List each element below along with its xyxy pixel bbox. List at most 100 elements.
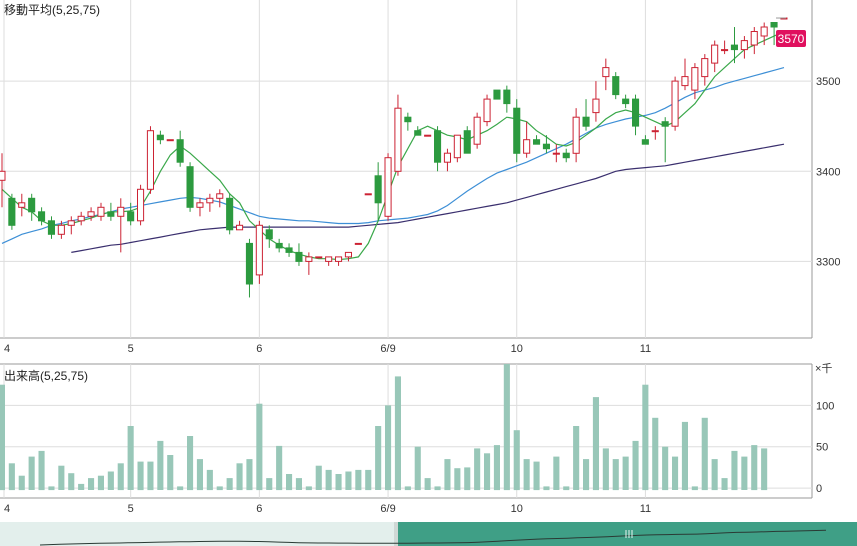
volume-series [0, 364, 768, 491]
volume-bar [553, 456, 560, 490]
volume-bar [681, 421, 688, 491]
candle-body [146, 130, 154, 190]
candle-body [156, 134, 164, 141]
candle-body [384, 157, 392, 217]
candle-body [315, 256, 323, 259]
volume-x-tick-label: 5 [128, 503, 134, 515]
volume-x-tick-label: 4 [4, 503, 10, 515]
x-axis: 4 4 5 5 6 6 6/9 6/9 10 10 11 11 [4, 343, 651, 515]
price-chart-title: 移動平均(5,25,75) [4, 3, 100, 17]
volume-bar [0, 384, 5, 491]
candle-body [196, 202, 204, 208]
volume-bar [761, 448, 768, 491]
candle-body [255, 224, 263, 276]
volume-bar [592, 397, 599, 491]
volume-bar [97, 475, 104, 491]
candle-body [226, 197, 234, 231]
candle-body [493, 89, 501, 100]
volume-bar [642, 384, 649, 491]
candle-body [47, 220, 56, 235]
candle-body [730, 44, 739, 51]
ma25-line [1, 67, 785, 244]
price-x-tick-label: 4 [4, 343, 10, 355]
candle-body [137, 188, 145, 222]
volume-bar [58, 465, 65, 490]
volume-bar [226, 478, 233, 490]
volume-bar [365, 469, 372, 491]
volume-x-tick-label: 6/9 [380, 503, 395, 515]
candle-body [176, 139, 184, 163]
price-x-tick-label: 10 [511, 343, 523, 355]
volume-bar [375, 426, 382, 490]
candle-body [404, 116, 412, 123]
navigator-left-handle [394, 522, 398, 546]
candle-body [107, 211, 115, 217]
candle-body [285, 247, 293, 253]
candle-body [414, 130, 422, 136]
candle-body [38, 211, 46, 222]
volume-bar [236, 463, 243, 491]
volume-bar [652, 417, 659, 491]
price-x-tick-label: 11 [640, 343, 651, 355]
volume-bar [256, 403, 263, 491]
volume-chart-title: 出来高(5,25,75) [4, 368, 88, 383]
candle-body [443, 152, 451, 163]
navigator[interactable] [0, 522, 857, 546]
volume-bar [177, 486, 184, 491]
candle-body [186, 166, 194, 208]
candle-body [632, 98, 640, 127]
candle-body [236, 224, 244, 231]
candle-body [721, 49, 729, 52]
volume-y-tick-label: 100 [816, 400, 834, 412]
candle-body [671, 80, 679, 127]
volume-bar [286, 474, 293, 491]
candle-body [77, 215, 85, 222]
volume-bar [404, 486, 411, 491]
volume-bar [246, 459, 253, 491]
navigator-series-line [39, 529, 827, 546]
candle-body [434, 130, 442, 163]
candle-body [57, 224, 65, 235]
volume-bar [38, 450, 45, 491]
candle-body [740, 40, 748, 51]
candle-body [523, 139, 531, 154]
candle-body [374, 175, 382, 204]
volume-bar [632, 440, 639, 490]
volume-bar [691, 486, 698, 491]
volume-bar [28, 456, 35, 490]
price-y-tick-label: 3300 [816, 256, 840, 268]
volume-bar [563, 486, 570, 491]
volume-x-tick-label: 11 [640, 503, 651, 515]
last-price-value: 3570 [778, 32, 805, 46]
last-price-badge: 3570 [776, 30, 806, 47]
volume-bar [424, 478, 431, 490]
candle-body [0, 170, 6, 181]
volume-bar [503, 364, 510, 491]
candle-body [602, 67, 610, 78]
candle-body [463, 130, 471, 154]
candle-body [245, 242, 253, 285]
volume-bar [583, 459, 590, 491]
price-y-tick-label: 3500 [816, 76, 840, 88]
volume-y-tick-label: 50 [816, 442, 828, 454]
candle-body [661, 121, 669, 127]
volume-bar [355, 469, 362, 491]
candle-body [394, 107, 402, 172]
volume-bar [315, 465, 322, 490]
candle-body [582, 116, 590, 127]
candle-body [711, 44, 719, 64]
candle-body [364, 193, 372, 196]
volume-bar [147, 461, 154, 491]
candle-body [651, 130, 659, 133]
volume-bar [513, 430, 520, 491]
volume-bar [612, 459, 619, 491]
price-y-tick-label: 3400 [816, 166, 840, 178]
volume-bar [731, 450, 738, 491]
candle-body [344, 251, 352, 258]
candle-body [641, 139, 649, 145]
candle-body [305, 256, 313, 262]
volume-bar [325, 469, 332, 491]
candle-body [206, 197, 214, 204]
candle-body [612, 76, 620, 96]
